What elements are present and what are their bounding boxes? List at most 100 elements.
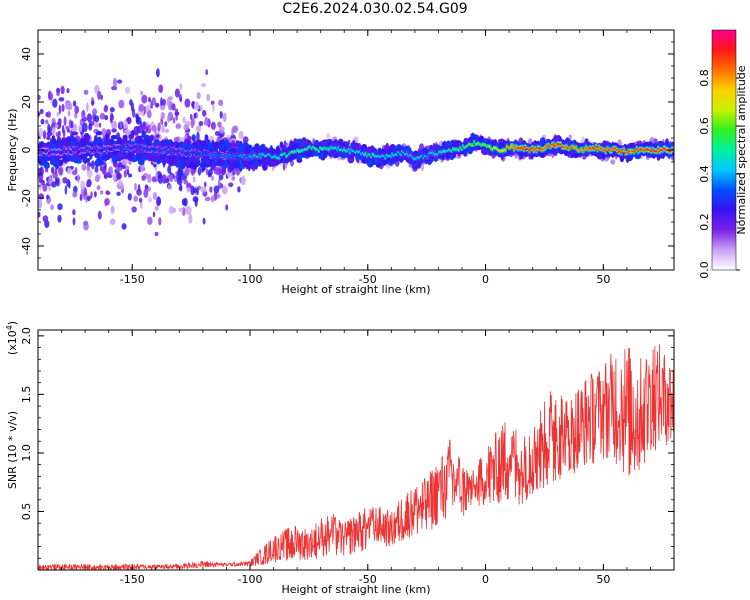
spectrogram-speckle — [38, 182, 43, 191]
spectrogram-ridge-cell — [138, 148, 141, 151]
spectrogram-ridge-cell — [186, 151, 189, 154]
spectrogram-ridge-cell — [426, 155, 429, 158]
spectrogram-speckle — [209, 186, 213, 193]
spectrogram-speckle — [218, 99, 224, 107]
spectrogram-ridge-cell — [104, 147, 107, 150]
spectrogram-ridge-cell — [244, 156, 247, 159]
spectrogram-ridge-cell — [378, 155, 381, 158]
spectrogram-speckle — [69, 127, 75, 132]
spectrogram-speckle — [99, 113, 106, 120]
spectrogram-ridge-cell — [235, 154, 239, 157]
spectrogram-ridge-cell — [218, 153, 222, 156]
spectrogram-band-cell — [39, 158, 46, 165]
spectrogram-ridge-cell — [317, 149, 320, 153]
spectrogram-ridge-cell — [38, 152, 41, 155]
spectrogram-speckle — [135, 114, 140, 125]
spectrogram-speckle — [48, 176, 52, 185]
spectrogram-ridge-cell — [57, 150, 60, 153]
spectrogram-ridge-cell — [189, 153, 192, 156]
spectrogram-speckle — [117, 79, 123, 84]
spectrogram-speckle — [116, 191, 121, 196]
spectrogram-ridge-cell — [354, 151, 357, 154]
spectrogram-speckle — [193, 112, 197, 119]
spectrogram-speckle — [167, 114, 171, 123]
spectrogram-speckle — [62, 177, 68, 184]
spectrogram-ridge-cell — [214, 153, 217, 156]
spectrogram-ridge-cell — [377, 154, 380, 158]
spectrogram-band-cell — [170, 154, 176, 160]
spectrogram-speckle — [237, 186, 241, 193]
spectrogram-ridge-cell — [66, 150, 69, 153]
spectrogram-ridge-cell — [406, 153, 410, 156]
spectrogram-speckle — [105, 191, 111, 195]
spectrogram-ridge-cell — [428, 152, 431, 155]
spectrogram-ridge-cell — [121, 148, 124, 151]
spectrogram-speckle — [38, 178, 44, 183]
spectrogram-ridge-cell — [224, 155, 227, 158]
spectrogram-speckle — [161, 125, 165, 133]
spectrogram-speckle — [157, 122, 161, 132]
spectrogram-speckle — [38, 211, 41, 218]
spectrogram-ridge-cell — [422, 157, 425, 160]
spectrogram-ridge-cell — [226, 152, 229, 155]
spectrogram-ridge-cell — [351, 149, 354, 152]
spectrogram-ridge-cell — [381, 154, 384, 157]
spectrogram-speckle — [197, 185, 201, 190]
spectrogram-ridge-cell — [69, 150, 72, 153]
spectrogram-speckle — [122, 120, 128, 129]
spectrogram-speckle — [81, 163, 87, 171]
spectrogram-speckle — [66, 88, 70, 94]
spectrogram-ridge-cell — [56, 151, 59, 154]
spectrogram-ridge-cell — [76, 147, 79, 150]
spectrogram-ridge-cell — [153, 148, 157, 151]
spectrogram-ridge-cell — [203, 151, 206, 154]
spectrogram-band-cell — [110, 135, 118, 140]
spectrogram-ridge-cell — [330, 146, 333, 149]
spectrogram-ridge-cell — [264, 154, 267, 157]
spectrogram-speckle — [134, 182, 137, 191]
spectrogram-ridge-cell — [200, 154, 203, 157]
spectrogram-ridge-cell — [252, 154, 255, 157]
spectrogram-ridge-cell — [98, 149, 101, 152]
spectrogram-speckle — [56, 112, 59, 117]
spectrogram-band-cell — [138, 135, 143, 144]
spectrogram-speckle — [86, 113, 92, 123]
spectrogram-ridge-cell — [350, 148, 353, 151]
spectrogram-speckle — [221, 185, 228, 195]
spectrogram-speckle — [46, 111, 52, 118]
spectrogram-ridge-cell — [242, 153, 246, 157]
spectrogram-speckle — [155, 171, 158, 180]
spectrogram-speckle — [156, 68, 160, 78]
spectrogram-ridge-cell — [346, 149, 349, 153]
spectrogram-speckle — [98, 123, 102, 128]
spectrogram-ridge-cell — [47, 152, 51, 155]
spectrogram-ridge-cell — [409, 154, 412, 157]
spectrogram-ridge-cell — [347, 148, 350, 151]
spectrogram-band-cell — [361, 143, 368, 151]
spectrogram-band-cell — [128, 134, 135, 139]
spectrogram-ridge-cell — [333, 147, 336, 150]
spectrogram-speckle — [197, 166, 202, 176]
spectrogram-speckle — [92, 108, 98, 116]
spectrogram-speckle — [105, 172, 111, 178]
spectrogram-speckle — [61, 103, 65, 112]
spectrogram-speckle — [40, 118, 45, 125]
spectrogram-speckle — [177, 168, 183, 179]
spectrogram-ridge-cell — [194, 153, 198, 156]
spectrogram-ridge-cell — [90, 150, 93, 153]
spectrogram-ridge-cell — [213, 153, 216, 156]
spectrogram-speckle — [166, 97, 170, 107]
spectrogram-speckle — [218, 174, 224, 181]
spectrogram-speckle — [181, 198, 186, 206]
spectrogram-speckle — [188, 213, 193, 224]
spectrogram-ridge-cell — [247, 156, 250, 159]
spectrogram-speckle — [161, 174, 167, 184]
spectrogram-band-cell — [141, 133, 146, 138]
spectrogram-speckle — [144, 184, 149, 190]
spectrogram-speckle — [88, 123, 93, 131]
spectrogram-ridge-cell — [100, 149, 103, 152]
spectrogram-ridge-cell — [435, 153, 438, 156]
spectrogram-band-cell — [137, 158, 145, 166]
spectrogram-ridge-cell — [299, 150, 302, 153]
